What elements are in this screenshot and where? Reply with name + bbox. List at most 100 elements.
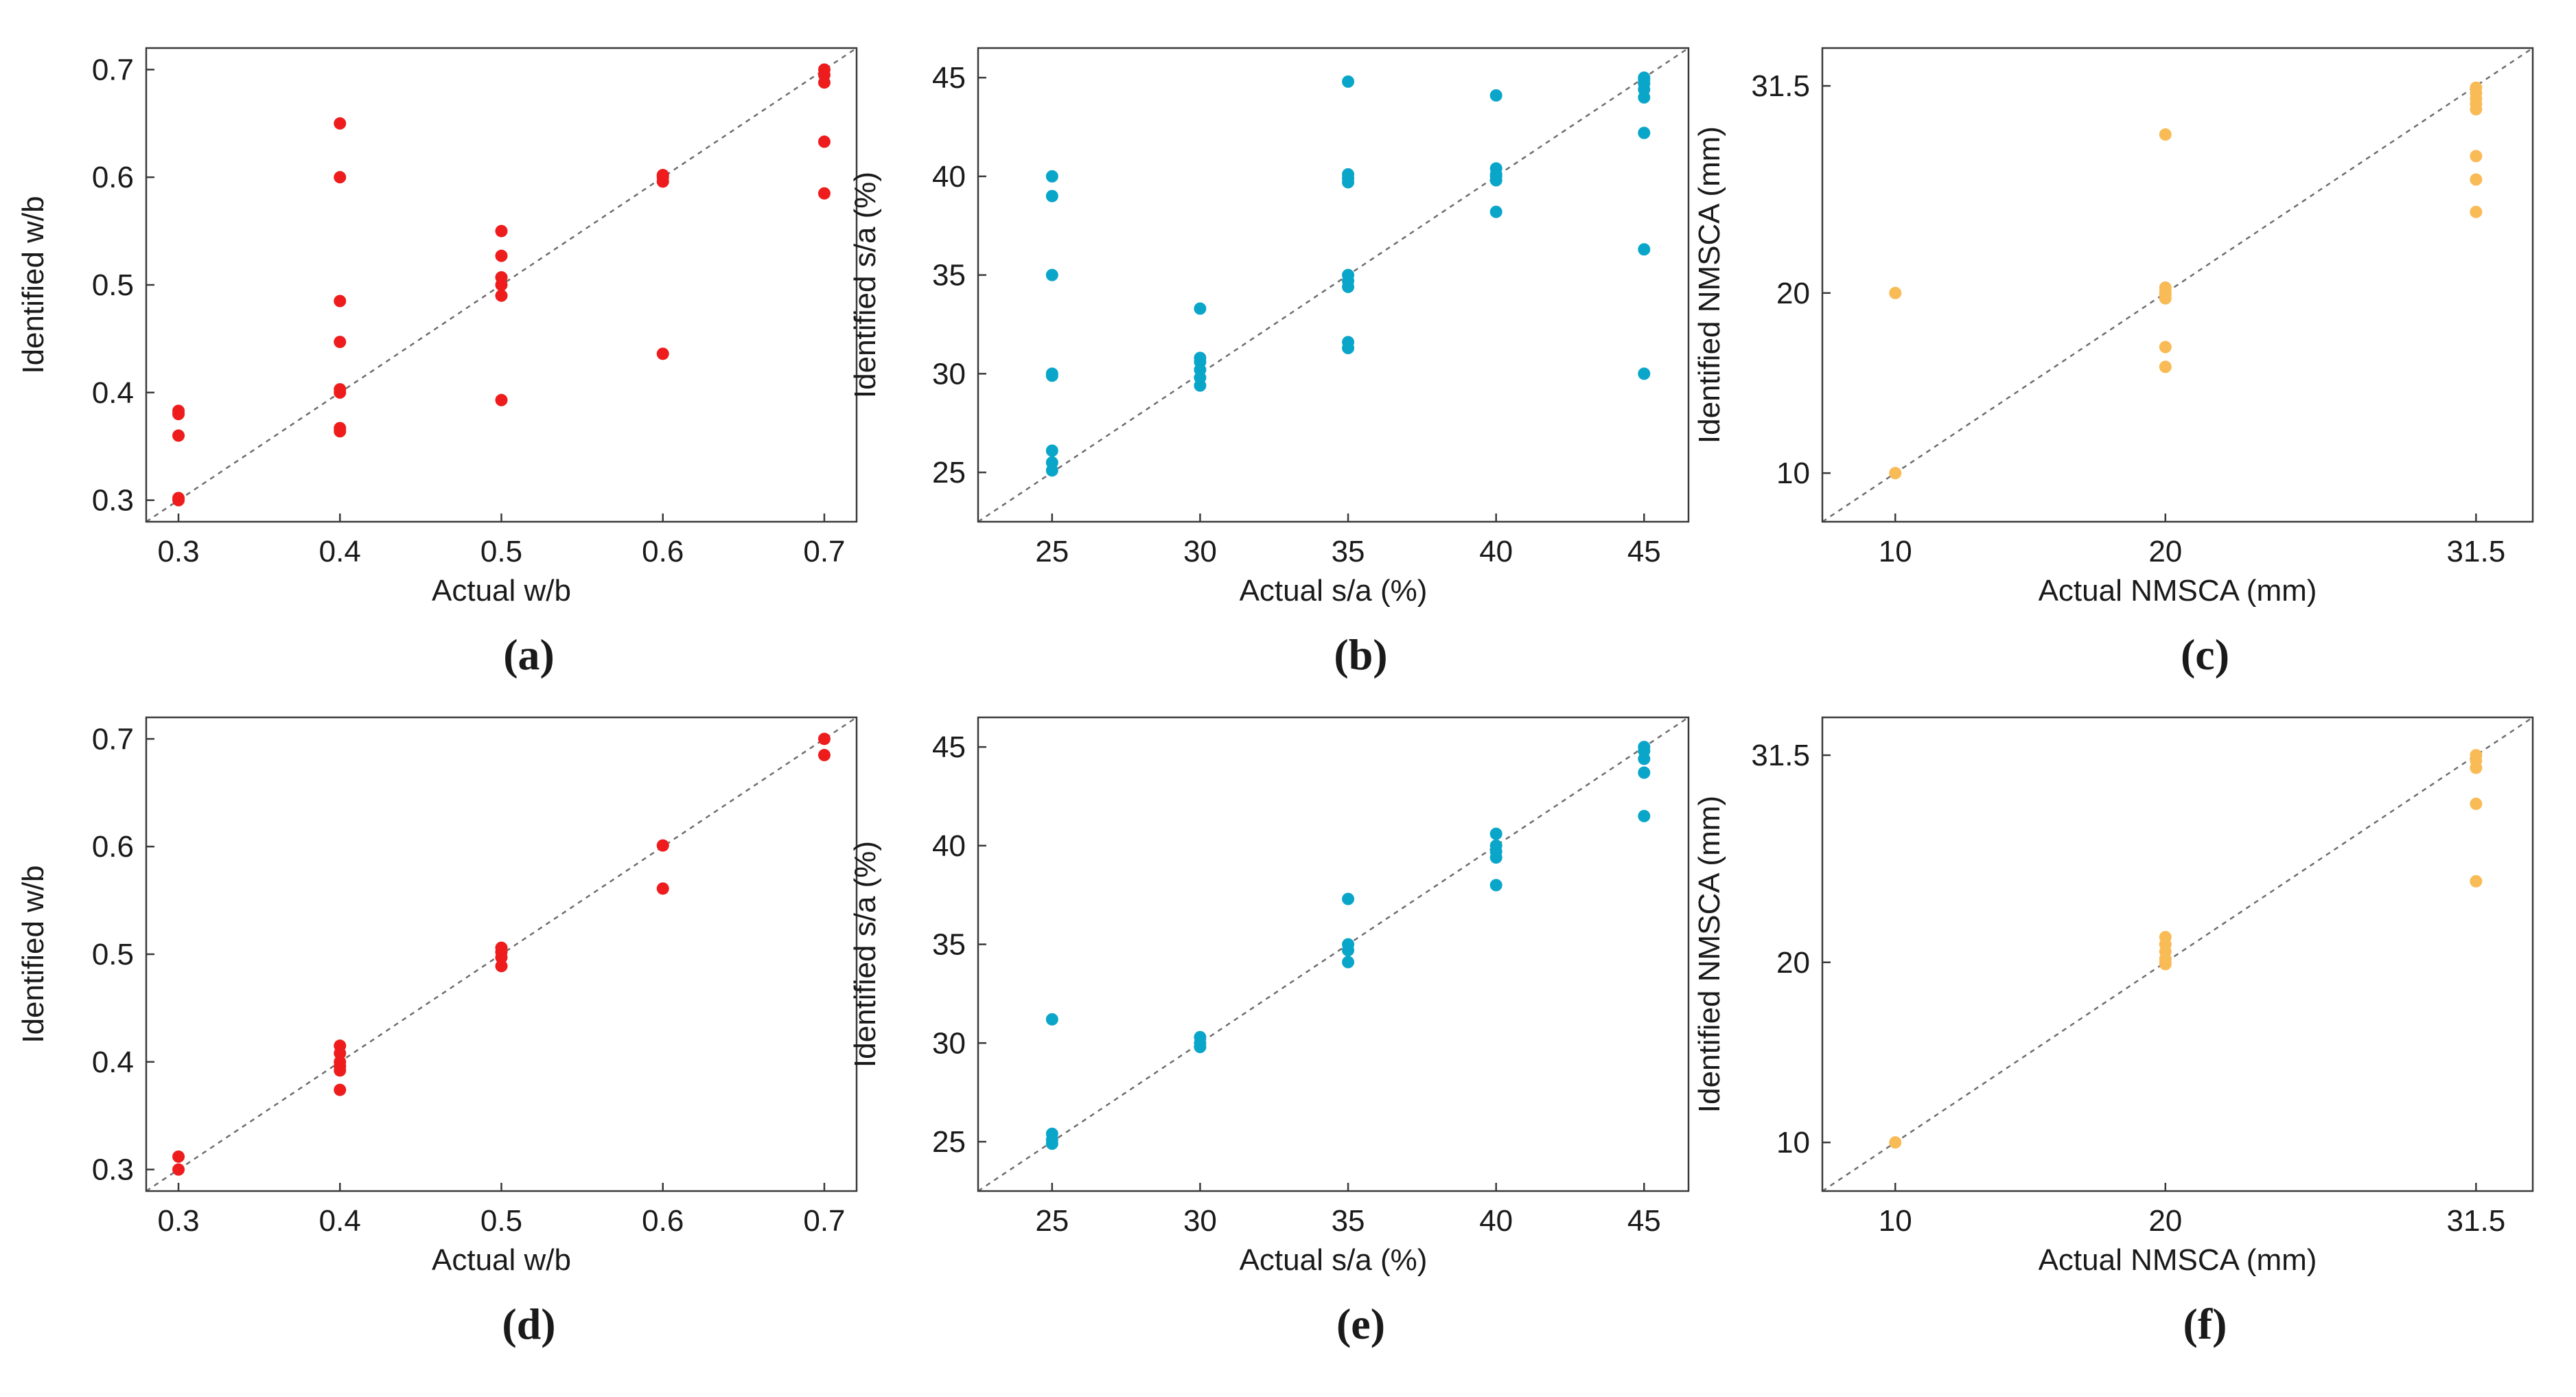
data-point [1889,1136,1902,1149]
data-point [2470,797,2483,810]
data-point [495,249,508,262]
data-point [495,279,508,291]
data-point [2470,205,2483,218]
y-axis-title: Identified NMSCA (mm) [1693,796,1726,1113]
x-axis-title: Actual NMSCA (mm) [2039,1243,2317,1277]
data-point [1489,89,1502,102]
x-axis-title: Actual s/a (%) [1240,1243,1428,1277]
data-point [656,839,669,852]
y-tick-label: 0.5 [92,268,134,302]
data-point [1342,75,1355,88]
y-tick-label: 31.5 [1751,739,1810,772]
panel-label: (c) [2181,630,2229,679]
panel-label: (a) [503,630,555,679]
data-point [1045,464,1058,477]
y-tick-label: 31.5 [1751,69,1810,103]
x-tick-label: 25 [1035,1204,1069,1238]
data-point [1342,892,1355,905]
y-tick-label: 0.7 [92,722,134,756]
x-tick-label: 31.5 [2447,535,2506,568]
data-point [1889,286,1902,299]
x-tick-label: 40 [1479,1204,1513,1238]
data-point [2159,360,2172,373]
y-tick-label: 0.4 [92,1046,134,1079]
data-point [172,404,185,417]
data-point [1045,170,1058,183]
data-point [1194,379,1207,392]
y-tick-label: 25 [932,1125,966,1159]
panel-label: (e) [1336,1300,1385,1348]
data-point [334,386,347,399]
data-point [817,187,831,200]
y-axis-title: Identified s/a (%) [848,841,882,1067]
data-point [2470,761,2483,774]
x-axis-title: Actual s/a (%) [1240,574,1428,608]
identity-line [1822,47,2533,523]
y-tick-label: 30 [932,357,966,391]
identity-line [1822,716,2533,1192]
data-point [495,960,508,973]
data-point [1489,879,1502,892]
chart-panel: 0.3 0.4 0.5 0.6 0.7 0.3 0.4 0.5 0.6 0.7 Actual w/b… [16,47,858,679]
data-point [1638,367,1651,380]
chart-panel: 10 20 31.5 10 20 31.5 Actual NMSCA (mm) Identif… [1693,47,2534,679]
data-point [1489,170,1502,183]
y-tick-label: 10 [1776,457,1810,490]
data-point [817,135,831,148]
y-axis-title: Identified s/a (%) [848,172,882,398]
y-tick-label: 0.3 [92,484,134,518]
data-point [172,492,185,505]
x-tick-label: 20 [2148,1204,2182,1238]
plot-frame [1821,716,2534,1192]
chart-panel: 10 20 31.5 10 20 31.5 Actual NMSCA (mm) Identif… [1693,716,2534,1348]
data-point [334,295,347,308]
chart-panel: 25 30 35 40 45 25 30 35 40 45 Actual s/a (%) Identi… [848,47,1690,679]
y-tick-label: 0.6 [92,161,134,194]
y-tick-label: 0.3 [92,1153,134,1187]
identity-line [977,716,1689,1192]
data-point [495,393,508,406]
data-point [1342,280,1355,293]
data-point [172,1150,185,1163]
x-axis-title: Actual w/b [432,574,571,608]
x-tick-label: 40 [1479,535,1513,568]
y-tick-label: 40 [932,829,966,863]
x-tick-label: 0.3 [157,535,199,568]
x-tick-label: 25 [1035,535,1069,568]
y-axis-title: Identified w/b [16,196,50,373]
plot-frame [977,716,1690,1192]
data-point [172,429,185,442]
panel-label: (b) [1334,630,1387,679]
y-tick-label: 0.7 [92,53,134,86]
plot-frame [1821,47,2534,523]
y-tick-label: 20 [1776,277,1810,310]
data-point [656,882,669,895]
data-point [2159,956,2172,969]
x-tick-label: 30 [1183,1204,1217,1238]
data-point [656,347,669,360]
data-point [334,171,347,184]
data-point [334,1047,347,1060]
data-point [1638,73,1651,86]
data-point [1194,1041,1207,1054]
y-tick-label: 25 [932,456,966,489]
y-tick-label: 45 [932,61,966,95]
y-tick-label: 35 [932,928,966,962]
x-tick-label: 0.4 [319,1204,361,1238]
x-tick-label: 45 [1627,1204,1661,1238]
x-axis-title: Actual NMSCA (mm) [2039,574,2317,608]
x-tick-label: 0.6 [642,535,684,568]
x-tick-label: 35 [1332,535,1365,568]
data-point [334,336,347,349]
data-point [1342,342,1355,354]
data-point [1638,752,1651,765]
data-point [334,1064,347,1077]
x-tick-label: 0.7 [803,535,845,568]
x-tick-label: 30 [1183,535,1217,568]
data-point [2159,285,2172,298]
x-tick-label: 0.7 [803,1204,845,1238]
x-tick-label: 10 [1879,1204,1912,1238]
data-point [495,224,508,238]
y-tick-label: 0.4 [92,376,134,410]
